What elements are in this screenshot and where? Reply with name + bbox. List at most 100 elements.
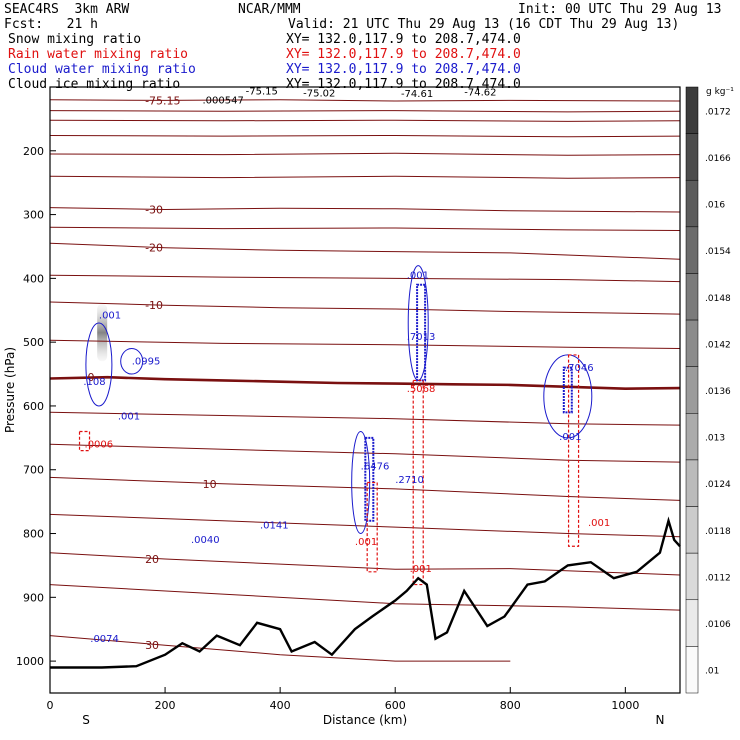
- data-label: .001: [118, 411, 140, 422]
- y-tick-label: 700: [23, 464, 44, 477]
- valid-time: Valid: 21 UTC Thu 29 Aug 13 (16 CDT Thu …: [288, 17, 680, 32]
- field-xy-cloud-ice: XY= 132.0,117.9 to 208.7,474.0: [286, 77, 521, 92]
- data-label: -74.61: [401, 89, 433, 100]
- temperature-contour-label: 10: [203, 478, 217, 491]
- temperature-contour-7: [49, 226, 681, 231]
- cloud-water-core-0: [416, 283, 427, 382]
- colorbar: .0172 .0166 .016 .0154 .0148 .0142 .0136 .013 .0…: [685, 86, 731, 694]
- x-tick-label: 200: [155, 699, 176, 712]
- temperature-contour-label: 20: [145, 553, 159, 566]
- data-label: .0995: [132, 356, 161, 367]
- x-end-label-south: S: [82, 713, 90, 727]
- field-xy-snow: XY= 132.0,117.9 to 208.7,474.0: [286, 32, 521, 47]
- colorbar-label: .01: [705, 667, 719, 677]
- temperature-contour-0: [49, 99, 681, 102]
- cloud-water-contour-1: [120, 348, 144, 375]
- y-tick-label: 400: [23, 272, 44, 285]
- temperature-contour-label: -20: [145, 242, 163, 255]
- colorbar-swatch: [685, 273, 699, 321]
- data-label: -75.15: [246, 87, 278, 98]
- data-label: .0141: [260, 520, 289, 531]
- x-tick-label: 600: [385, 699, 406, 712]
- cloud-water-contour-4: [543, 354, 593, 439]
- y-axis-label: Pressure (hPa): [3, 347, 17, 433]
- data-label: .2710: [395, 475, 424, 486]
- temperature-contour-5: [49, 175, 681, 179]
- data-label: .001: [355, 537, 377, 548]
- colorbar-label: .0124: [705, 480, 731, 490]
- colorbar-label: .0106: [705, 620, 731, 630]
- field-xy-rain: XY= 132.0,117.9 to 208.7,474.0: [286, 47, 521, 62]
- data-label: .7046: [565, 363, 594, 374]
- temperature-contour-15: [49, 476, 681, 501]
- data-label: .6476: [361, 462, 390, 473]
- y-tick-label: 500: [23, 336, 44, 349]
- data-label: .001: [407, 270, 429, 281]
- temperature-contour-14: [49, 443, 681, 463]
- rain-water-contour-3: [78, 430, 91, 452]
- data-label: .108: [83, 377, 105, 388]
- colorbar-label: .0148: [705, 294, 731, 304]
- y-tick-label: 600: [23, 400, 44, 413]
- data-label: .0074: [90, 634, 119, 645]
- temperature-contour-13: [49, 411, 681, 426]
- init-time: Init: 00 UTC Thu 29 Aug 13: [518, 2, 722, 17]
- colorbar-swatch: [685, 226, 699, 274]
- colorbar-swatch: [685, 413, 699, 461]
- field-name-snow: Snow mixing ratio: [8, 32, 142, 47]
- field-name-cloud-water: Cloud water mixing ratio: [8, 62, 196, 77]
- colorbar-swatch: [685, 506, 699, 554]
- cloud-water-core-2: [364, 436, 375, 522]
- temperature-contour-label: -75.15: [145, 94, 180, 107]
- temperature-contour-12: [49, 375, 681, 391]
- temperature-contour-3: [49, 134, 681, 138]
- field-name-rain: Rain water mixing ratio: [8, 47, 189, 62]
- terrain-line: [50, 516, 681, 669]
- data-label: -75.02: [303, 89, 335, 100]
- temperature-contour-1: [49, 110, 681, 113]
- colorbar-swatch: [685, 459, 699, 507]
- y-tick-label: 300: [23, 209, 44, 222]
- temperature-contour-6: [49, 207, 681, 213]
- temperature-contour-label: -30: [145, 203, 163, 216]
- temperature-contour-17: [49, 552, 681, 576]
- colorbar-label: .0118: [705, 527, 731, 537]
- x-tick-label: 800: [500, 699, 521, 712]
- temperature-contour-11: [49, 339, 681, 349]
- y-tick-label: 200: [23, 145, 44, 158]
- x-tick-label: 400: [270, 699, 291, 712]
- temperature-contour-9: [49, 274, 681, 283]
- x-axis-label: Distance (km): [323, 713, 407, 727]
- temperature-contour-10: [49, 301, 681, 315]
- x-tick-label: 1000: [611, 699, 639, 712]
- colorbar-label: .016: [705, 201, 725, 211]
- temperature-contour-label: 0: [88, 371, 95, 384]
- data-label: .001: [410, 564, 432, 575]
- colorbar-label: .0166: [705, 154, 731, 164]
- cloud-water-contour-0: [85, 322, 113, 407]
- field-name-cloud-ice: Cloud ice mixing ratio: [8, 77, 181, 92]
- temperature-contour-8: [49, 242, 681, 260]
- rain-water-contour-1: [366, 481, 378, 573]
- snow-shading: [97, 303, 108, 362]
- temperature-contour-label: -10: [145, 299, 163, 312]
- data-label: .001: [99, 311, 121, 322]
- temperature-contour-19: [49, 635, 511, 662]
- y-tick-label: 800: [23, 528, 44, 541]
- y-tick-label: 1000: [16, 655, 44, 668]
- colorbar-label: .0136: [705, 387, 731, 397]
- rain-water-contour-2: [567, 354, 580, 547]
- colorbar-swatch: [685, 366, 699, 414]
- colorbar-swatch: [685, 552, 699, 601]
- colorbar-swatch: [685, 86, 699, 134]
- temperature-contour-16: [49, 513, 681, 538]
- colorbar-swatch: [685, 646, 699, 694]
- temperature-contour-2: [49, 119, 681, 122]
- plot-frame: [49, 86, 681, 694]
- colorbar-swatch: [685, 599, 699, 647]
- run-title: SEAC4RS 3km ARW: [4, 2, 130, 17]
- x-tick-label: 0: [47, 699, 54, 712]
- data-label: .000547: [202, 96, 243, 107]
- colorbar-label: .0154: [705, 247, 731, 257]
